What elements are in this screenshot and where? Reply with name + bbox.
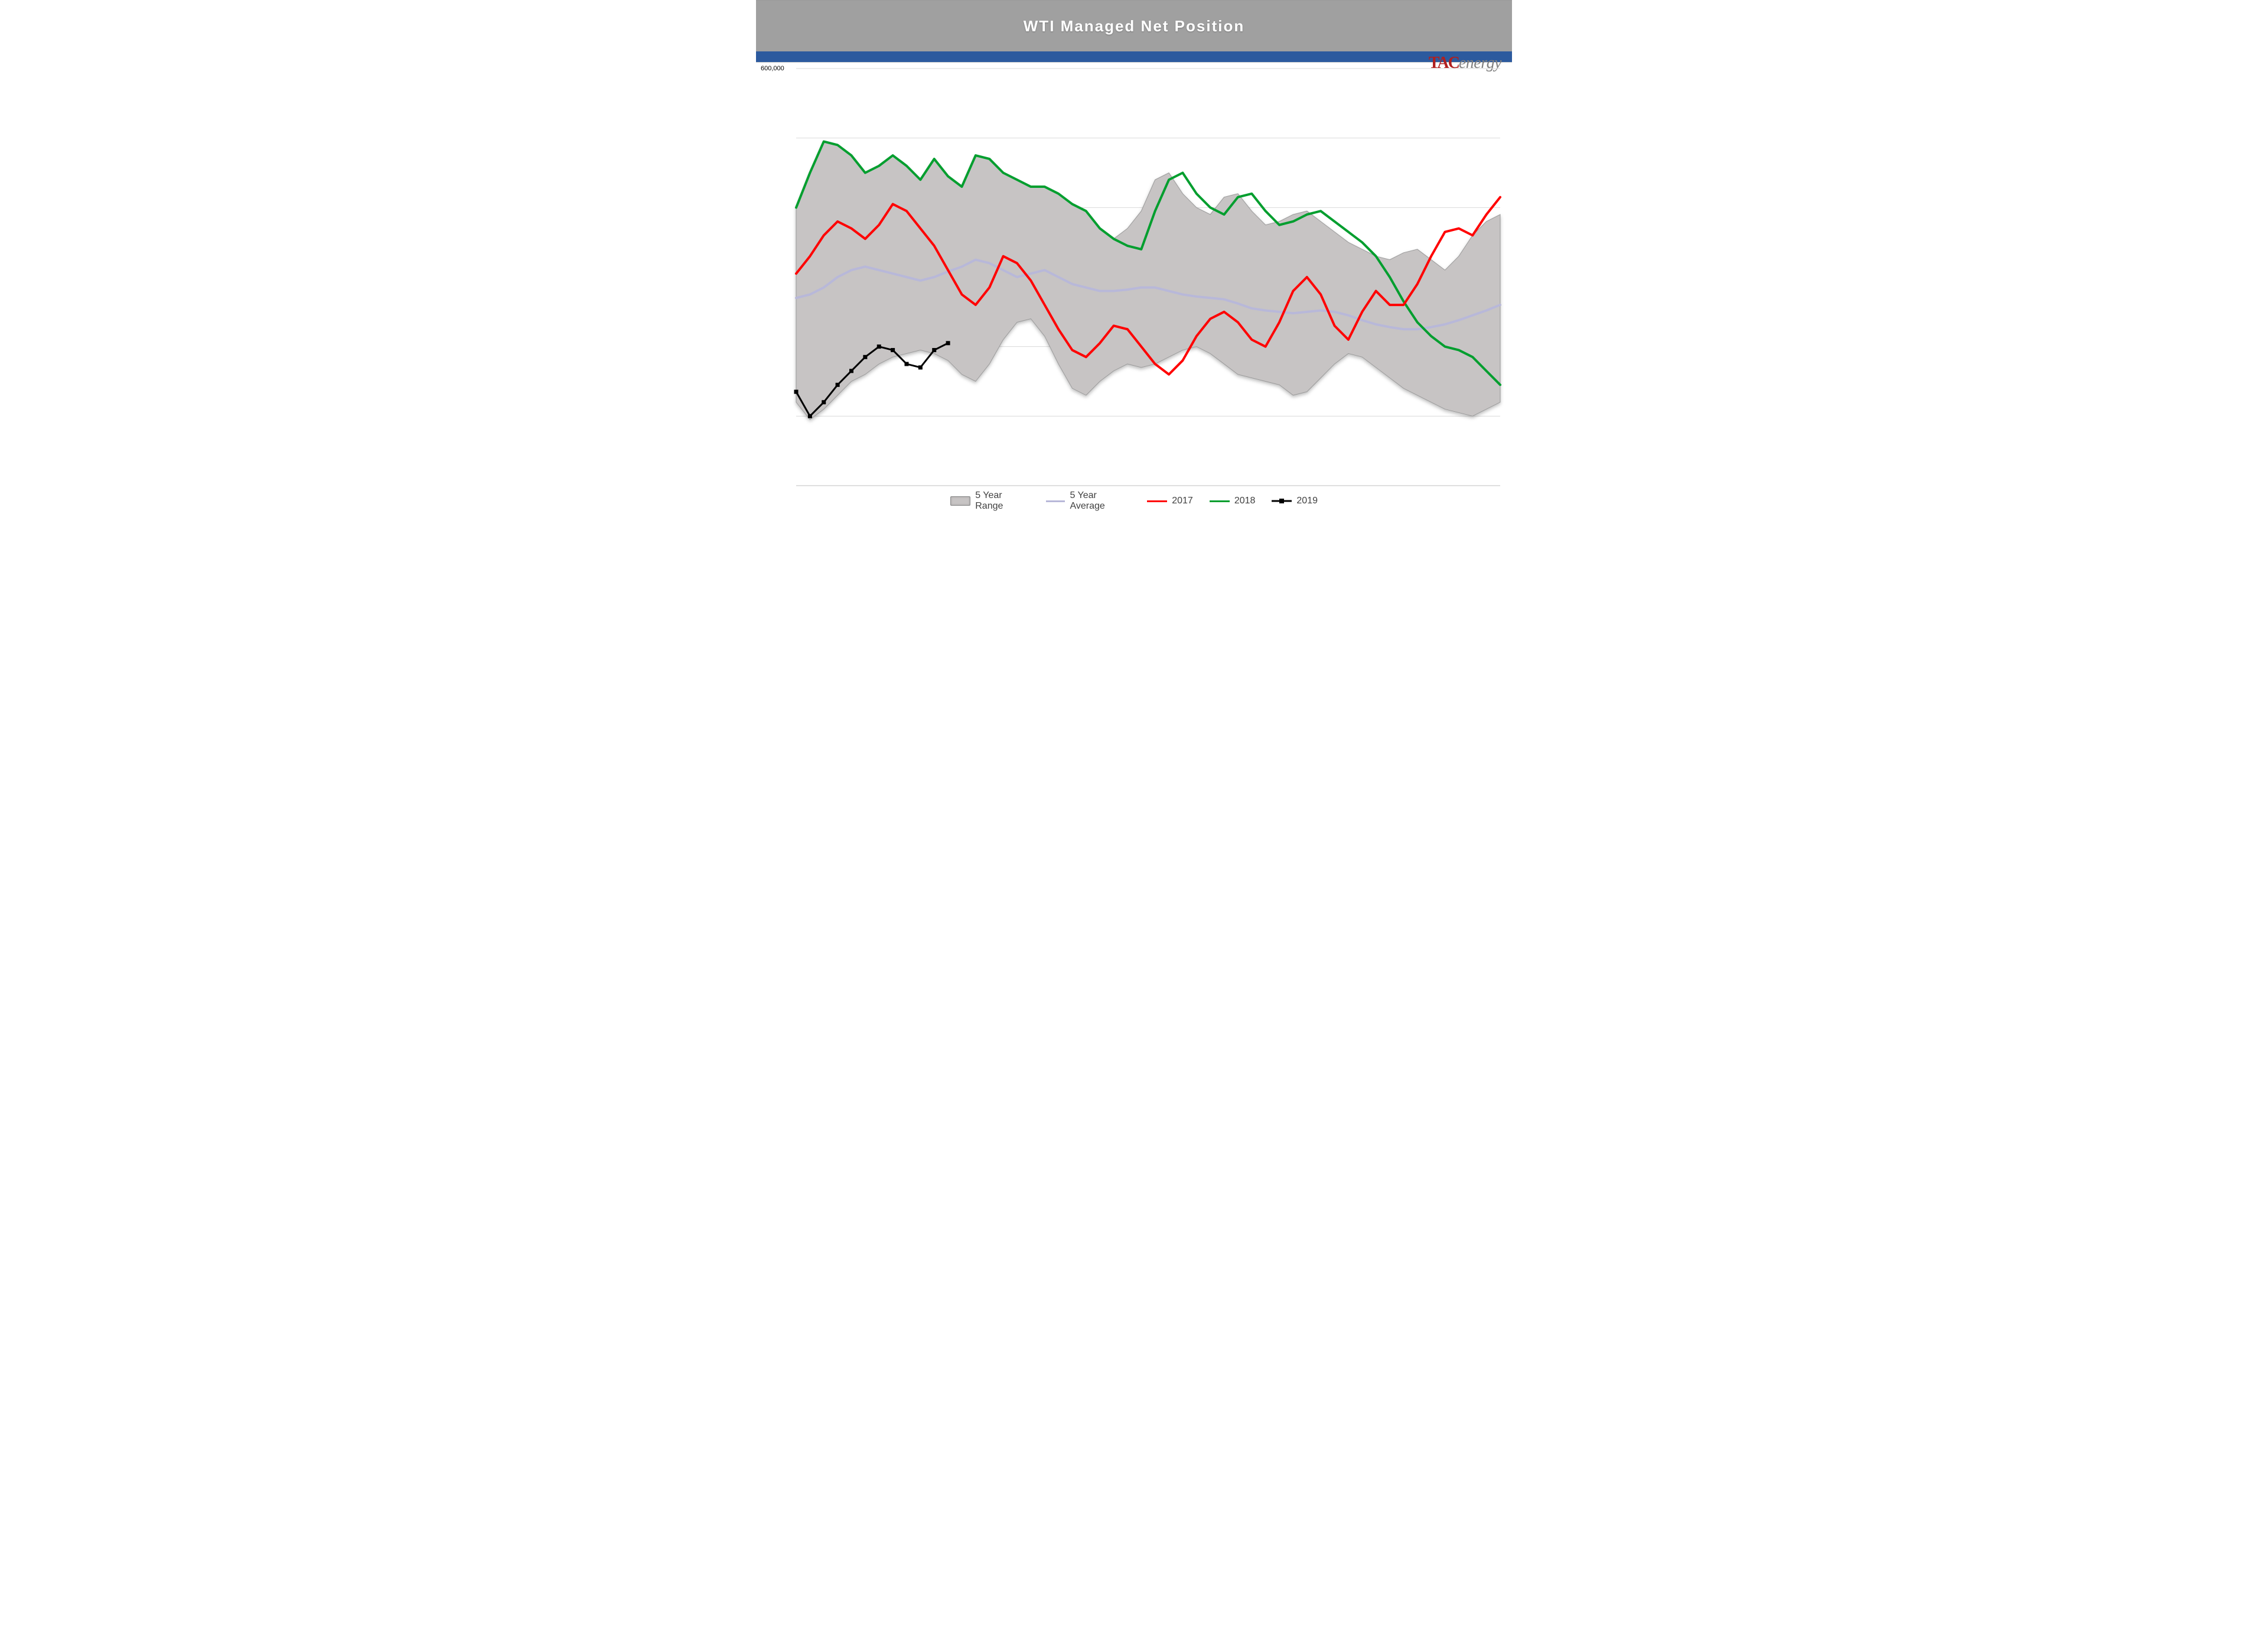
- legend-item-avg: 5 Year Average: [1046, 490, 1130, 512]
- legend-label: 2017: [1172, 496, 1193, 506]
- title-bar: WTI Managed Net Position TACenergy: [756, 0, 1512, 51]
- chart-container: WTI Managed Net Position TACenergy 5 Yea…: [756, 0, 1512, 523]
- avg-swatch-icon: [1046, 500, 1065, 502]
- y-tick-label: 600,000: [761, 65, 784, 72]
- legend-item-2018: 2018: [1210, 496, 1256, 506]
- legend-label: 2018: [1234, 496, 1256, 506]
- legend-item-2017: 2017: [1147, 496, 1193, 506]
- chart-svg: [760, 63, 1508, 523]
- legend-item-range: 5 Year Range: [950, 490, 1029, 512]
- legend-label: 5 Year Average: [1070, 490, 1130, 512]
- chart-title: WTI Managed Net Position: [1024, 17, 1244, 35]
- marker-swatch-icon: [1272, 497, 1292, 505]
- plot-area: 5 Year Range 5 Year Average 2017 2018 20…: [760, 63, 1508, 523]
- line-swatch-icon: [1210, 500, 1230, 502]
- range-swatch-icon: [950, 496, 970, 506]
- legend-item-2019: 2019: [1272, 496, 1318, 506]
- accent-bar: [756, 51, 1512, 63]
- legend: 5 Year Range 5 Year Average 2017 2018 20…: [947, 489, 1321, 513]
- line-swatch-icon: [1147, 500, 1167, 502]
- legend-label: 5 Year Range: [975, 490, 1029, 512]
- legend-label: 2019: [1296, 496, 1318, 506]
